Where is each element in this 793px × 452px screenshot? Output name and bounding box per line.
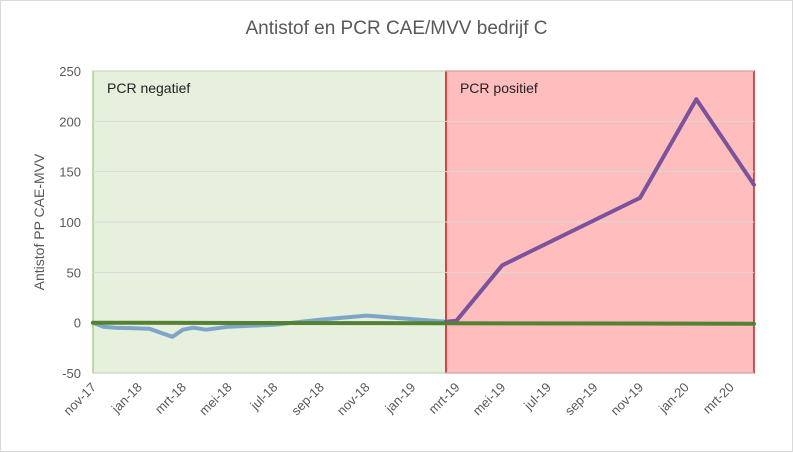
y-tick-label: 150	[59, 165, 81, 180]
x-tick-label: nov-18	[334, 380, 373, 419]
y-tick-label: 50	[67, 265, 81, 280]
series-line-0	[91, 313, 448, 339]
y-tick-label: 250	[59, 64, 81, 79]
x-tick-label: mei-18	[196, 380, 235, 419]
series-layer	[91, 97, 756, 339]
region-label-1: PCR positief	[460, 80, 538, 96]
x-tick-label: jan-18	[108, 380, 145, 417]
y-ticks-layer: 250 200 150 100 50 0 -50	[59, 64, 81, 381]
y-tick-label: -50	[62, 366, 81, 381]
x-tick-label: sep-19	[562, 380, 601, 419]
x-tick-label: jul-19	[520, 380, 554, 414]
chart-title: Antistof en PCR CAE/MVV bedrijf C	[245, 18, 548, 39]
x-tick-label: jul-18	[247, 380, 281, 414]
y-tick-label: 200	[59, 114, 81, 129]
x-tick-label: jan-20	[655, 380, 692, 417]
x-tick-label: jan-19	[382, 380, 419, 417]
x-tick-label: mei-19	[470, 380, 509, 419]
series-line-2	[91, 320, 756, 326]
x-tick-label: sep-18	[288, 380, 327, 419]
y-tick-label: 0	[74, 316, 81, 331]
x-tick-label: mrt-18	[152, 380, 189, 417]
series-line-1	[444, 97, 756, 324]
x-tick-label: nov-19	[607, 380, 646, 419]
y-axis-label: Antistof PP CAE-MVV	[31, 153, 47, 290]
region-label-0: PCR negatief	[107, 80, 190, 96]
x-tick-label: mrt-20	[700, 380, 737, 417]
x-ticks-layer: nov-17 jan-18 mrt-18 mei-18 jul-18 sep-18 nov-…	[60, 380, 736, 419]
y-tick-label: 100	[59, 215, 81, 230]
x-tick-label: mrt-19	[425, 380, 462, 417]
x-tick-label: nov-17	[60, 380, 99, 419]
